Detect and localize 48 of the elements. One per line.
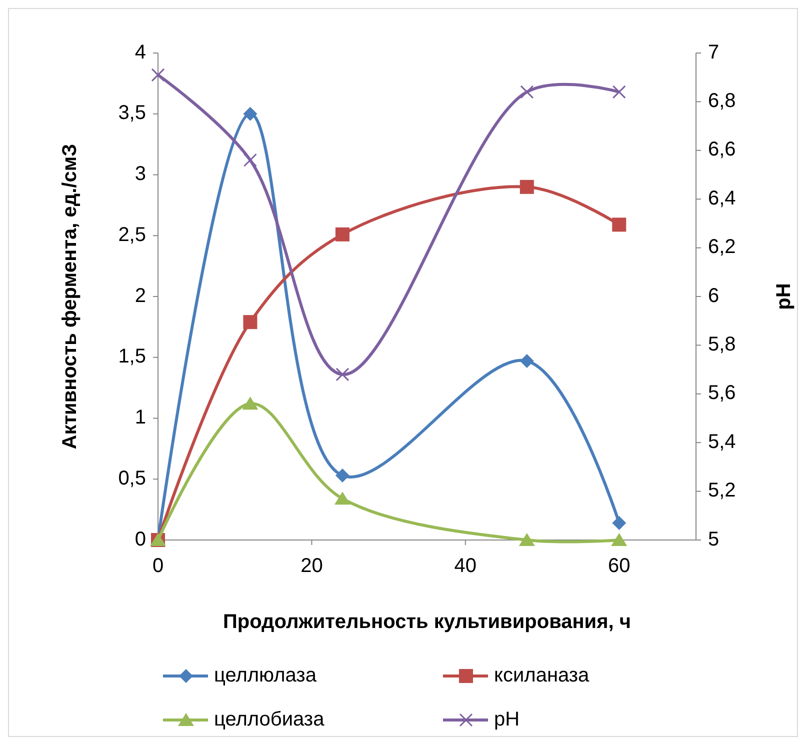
y-tick-label: 0,5	[118, 467, 146, 490]
y2-tick-label: 6,4	[708, 187, 736, 210]
y2-tick-label: 6	[708, 284, 720, 307]
x-tick-label: 60	[608, 555, 630, 577]
y-tick-label: 1	[134, 406, 146, 429]
point	[336, 368, 350, 382]
y-tick-label: 3	[134, 163, 146, 186]
x-tick-label: 40	[454, 555, 477, 577]
point	[335, 468, 350, 482]
point	[612, 85, 626, 99]
point	[520, 354, 534, 368]
x-axis-title: Продолжительность культивирования, ч	[222, 611, 632, 633]
y2-tick-label: 5,8	[708, 333, 736, 356]
point	[612, 516, 626, 530]
point	[151, 68, 165, 82]
point	[335, 227, 350, 242]
y-axis-title: Активность фермента, ед./смЗ	[59, 144, 81, 450]
x-tick-label: 0	[152, 555, 164, 577]
y-tick-label: 4	[134, 41, 146, 64]
y-tick-label: 3,5	[118, 102, 146, 124]
legend-label: ксиланаза	[494, 664, 590, 686]
point	[520, 180, 534, 194]
y2-tick-label: 5,6	[708, 382, 736, 404]
point	[520, 85, 534, 99]
point	[611, 533, 628, 546]
x-tick-label: 20	[300, 555, 323, 577]
y2-axis-title: pH	[773, 283, 795, 310]
y-tick-label: 1,5	[118, 346, 146, 368]
y2-tick-label: 5	[708, 528, 720, 550]
y-tick-label: 2,5	[118, 224, 146, 246]
point	[334, 492, 350, 505]
point	[242, 396, 258, 410]
y-tick-label: 0	[134, 528, 146, 550]
y2-tick-label: 6,2	[708, 236, 736, 258]
legend-label: pH	[494, 708, 520, 730]
point	[518, 533, 535, 546]
point	[243, 315, 258, 330]
y2-tick-label: 6,6	[708, 138, 736, 161]
y2-tick-label: 7	[708, 41, 720, 64]
y2-tick-label: 5,4	[708, 430, 736, 453]
legend-label: целлюлаза	[214, 664, 318, 686]
y2-tick-label: 5,2	[708, 480, 736, 502]
legend-label: целлобиаза	[214, 708, 326, 730]
point	[612, 218, 626, 232]
point	[243, 106, 258, 121]
y2-tick-label: 6,8	[708, 90, 736, 112]
y-tick-label: 2	[134, 284, 146, 307]
point	[243, 153, 257, 167]
